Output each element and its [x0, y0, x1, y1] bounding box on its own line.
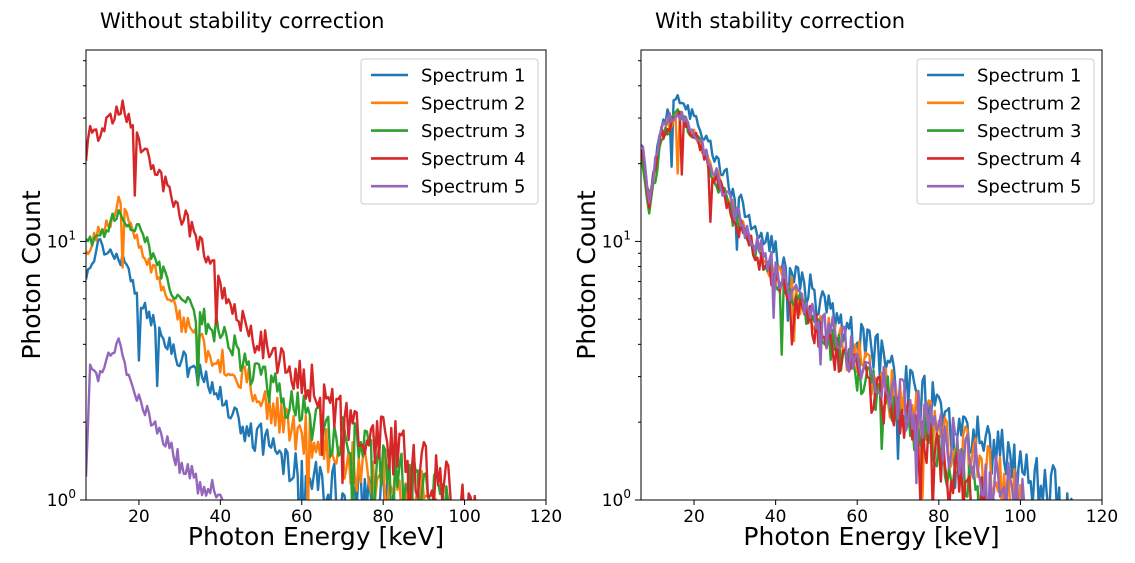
x-tick-label: 100 — [1004, 507, 1036, 527]
legend-box — [916, 58, 1095, 205]
x-tick-label: 60 — [291, 507, 313, 527]
x-tick-label: 20 — [128, 507, 150, 527]
series-lines — [641, 94, 1073, 500]
plot-frame — [85, 49, 547, 501]
x-tick-label: 60 — [846, 507, 868, 527]
series-line-3 — [86, 209, 450, 500]
legend-label-4: Spectrum 4 — [977, 149, 1081, 170]
legend-label-2: Spectrum 2 — [421, 93, 525, 114]
x-axis-label: Photon Energy [keV] — [188, 522, 444, 551]
x-tick-label: 20 — [683, 507, 705, 527]
legend-label-2: Spectrum 2 — [977, 93, 1081, 114]
x-tick-label: 120 — [1086, 507, 1118, 527]
y-tick-label: 101 — [47, 228, 76, 252]
x-tick-label: 40 — [765, 507, 787, 527]
y-tick-label: 100 — [47, 487, 76, 511]
legend-label-3: Spectrum 3 — [977, 121, 1081, 142]
chart-panel-without-correction: Without stability correction 20 40 60 80 100 1… — [17, 9, 562, 551]
y-axis-label: Photon Count — [572, 190, 601, 360]
series-line-1 — [641, 94, 1073, 500]
chart-title: With stability correction — [655, 9, 905, 33]
legend-label-5: Spectrum 5 — [977, 177, 1081, 198]
y-tick-label: 100 — [602, 487, 631, 511]
legend-label-5: Spectrum 5 — [421, 177, 525, 198]
x-tick-label: 120 — [530, 507, 562, 527]
series-line-1 — [86, 238, 396, 500]
y-axis-label: Photon Count — [17, 190, 46, 360]
legend: Spectrum 1 Spectrum 2 Spectrum 3 Spectrum 4… — [360, 58, 539, 205]
x-tick-label: 40 — [210, 507, 232, 527]
series-lines — [86, 99, 477, 500]
legend: Spectrum 1 Spectrum 2 Spectrum 3 Spectrum 4… — [916, 58, 1095, 205]
legend-box — [360, 58, 539, 205]
x-tick-label: 80 — [372, 507, 394, 527]
plot-frame — [640, 49, 1103, 501]
series-line-5 — [641, 110, 1026, 500]
legend-label-1: Spectrum 1 — [977, 66, 1081, 87]
x-axis-label: Photon Energy [keV] — [743, 522, 999, 551]
chart-panel-with-correction: With stability correction 20 40 60 80 100 120 1… — [572, 9, 1118, 551]
x-tick-label: 100 — [448, 507, 480, 527]
chart-title: Without stability correction — [100, 9, 384, 33]
x-tick-label: 80 — [928, 507, 950, 527]
legend-label-1: Spectrum 1 — [421, 66, 525, 87]
series-line-5 — [86, 337, 224, 500]
legend-label-3: Spectrum 3 — [421, 121, 525, 142]
series-line-4 — [86, 99, 477, 500]
legend-label-4: Spectrum 4 — [421, 149, 525, 170]
y-tick-label: 101 — [602, 228, 631, 252]
